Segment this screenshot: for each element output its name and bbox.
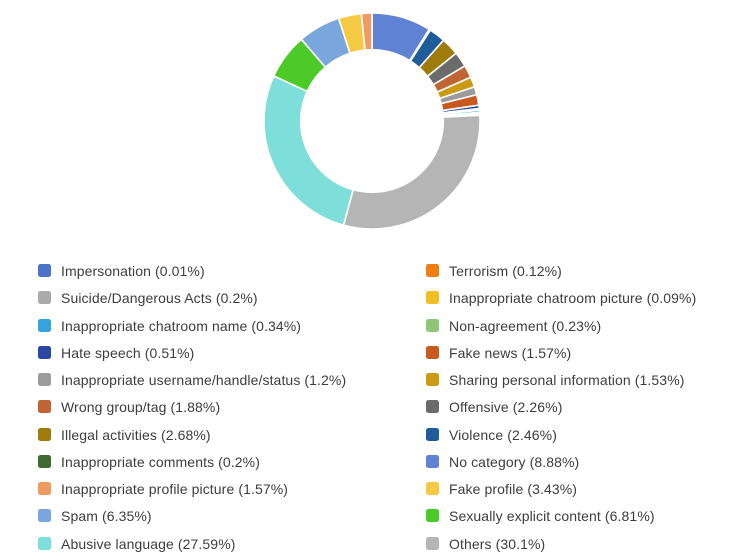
legend-item-wrong-group-tag[interactable]: Wrong group/tag (1.88%) — [38, 393, 426, 420]
legend-label: Sexually explicit content (6.81%) — [449, 508, 655, 525]
legend-item-inappropriate-chatroom-picture[interactable]: Inappropriate chatroom picture (0.09%) — [426, 284, 696, 311]
legend-item-terrorism[interactable]: Terrorism (0.12%) — [426, 257, 696, 284]
legend-item-violence[interactable]: Violence (2.46%) — [426, 421, 696, 448]
legend-label: Spam (6.35%) — [61, 508, 152, 525]
legend-color-swatch — [426, 509, 439, 523]
legend-item-impersonation[interactable]: Impersonation (0.01%) — [38, 257, 426, 284]
legend-color-swatch — [38, 454, 51, 468]
legend-color-swatch — [426, 345, 439, 359]
legend-label: Illegal activities (2.68%) — [61, 426, 211, 443]
legend-label: Impersonation (0.01%) — [61, 263, 205, 280]
legend-label: Others (30.1%) — [449, 535, 546, 552]
legend-label: Fake news (1.57%) — [449, 344, 572, 361]
legend-column-right: Terrorism (0.12%) Inappropriate chatroom… — [426, 257, 696, 557]
legend-color-swatch — [426, 264, 439, 278]
legend-item-abusive-language[interactable]: Abusive language (27.59%) — [38, 530, 426, 557]
legend-item-illegal-activities[interactable]: Illegal activities (2.68%) — [38, 421, 426, 448]
legend-label: Fake profile (3.43%) — [449, 481, 578, 498]
donut-chart — [263, 12, 481, 230]
legend-color-swatch — [426, 427, 439, 441]
legend-label: Inappropriate comments (0.2%) — [61, 453, 260, 470]
legend-label: Terrorism (0.12%) — [449, 263, 562, 280]
legend-label: Non-agreement (0.23%) — [449, 317, 602, 334]
legend-color-swatch — [426, 318, 439, 332]
legend-item-suicide-dangerous-acts[interactable]: Suicide/Dangerous Acts (0.2%) — [38, 284, 426, 311]
legend-label: Abusive language (27.59%) — [61, 535, 236, 552]
legend-color-swatch — [38, 400, 51, 414]
legend-item-inappropriate-profile-picture[interactable]: Inappropriate profile picture (1.57%) — [38, 475, 426, 502]
legend-item-inappropriate-username-handle-status[interactable]: Inappropriate username/handle/status (1.… — [38, 366, 426, 393]
legend-label: Hate speech (0.51%) — [61, 344, 195, 361]
legend-color-swatch — [38, 291, 51, 305]
legend-item-non-agreement[interactable]: Non-agreement (0.23%) — [426, 312, 696, 339]
legend-item-offensive[interactable]: Offensive (2.26%) — [426, 393, 696, 420]
legend-color-swatch — [38, 345, 51, 359]
legend-item-others[interactable]: Others (30.1%) — [426, 530, 696, 557]
legend-item-sexually-explicit-content[interactable]: Sexually explicit content (6.81%) — [426, 502, 696, 529]
legend-label: Sharing personal information (1.53%) — [449, 372, 685, 389]
legend-color-swatch — [426, 373, 439, 387]
chart-legend: Impersonation (0.01%) Suicide/Dangerous … — [38, 257, 696, 557]
donut-slice-inappropriate-profile-picture[interactable] — [360, 12, 373, 51]
legend-item-inappropriate-chatroom-name[interactable]: Inappropriate chatroom name (0.34%) — [38, 312, 426, 339]
legend-item-spam[interactable]: Spam (6.35%) — [38, 502, 426, 529]
legend-column-left: Impersonation (0.01%) Suicide/Dangerous … — [38, 257, 426, 557]
legend-item-sharing-personal-information[interactable]: Sharing personal information (1.53%) — [426, 366, 696, 393]
legend-label: Inappropriate username/handle/status (1.… — [61, 372, 347, 389]
legend-color-swatch — [38, 482, 51, 496]
legend-color-swatch — [426, 400, 439, 414]
legend-label: No category (8.88%) — [449, 453, 580, 470]
legend-color-swatch — [38, 509, 51, 523]
legend-item-no-category[interactable]: No category (8.88%) — [426, 448, 696, 475]
legend-color-swatch — [38, 536, 51, 550]
legend-color-swatch — [426, 454, 439, 468]
legend-item-fake-profile[interactable]: Fake profile (3.43%) — [426, 475, 696, 502]
legend-color-swatch — [426, 291, 439, 305]
legend-label: Inappropriate chatroom name (0.34%) — [61, 317, 302, 334]
legend-color-swatch — [426, 482, 439, 496]
legend-color-swatch — [38, 427, 51, 441]
legend-label: Violence (2.46%) — [449, 426, 557, 443]
legend-label: Inappropriate profile picture (1.57%) — [61, 481, 289, 498]
legend-label: Suicide/Dangerous Acts (0.2%) — [61, 290, 258, 307]
legend-color-swatch — [426, 536, 439, 550]
donut-slice-others[interactable] — [342, 114, 481, 230]
legend-item-fake-news[interactable]: Fake news (1.57%) — [426, 339, 696, 366]
donut-slice-abusive-language[interactable] — [263, 75, 354, 226]
legend-label: Inappropriate chatroom picture (0.09%) — [449, 290, 697, 307]
legend-item-inappropriate-comments[interactable]: Inappropriate comments (0.2%) — [38, 448, 426, 475]
legend-label: Wrong group/tag (1.88%) — [61, 399, 221, 416]
legend-item-hate-speech[interactable]: Hate speech (0.51%) — [38, 339, 426, 366]
legend-color-swatch — [38, 373, 51, 387]
legend-color-swatch — [38, 318, 51, 332]
legend-label: Offensive (2.26%) — [449, 399, 563, 416]
legend-color-swatch — [38, 264, 51, 278]
